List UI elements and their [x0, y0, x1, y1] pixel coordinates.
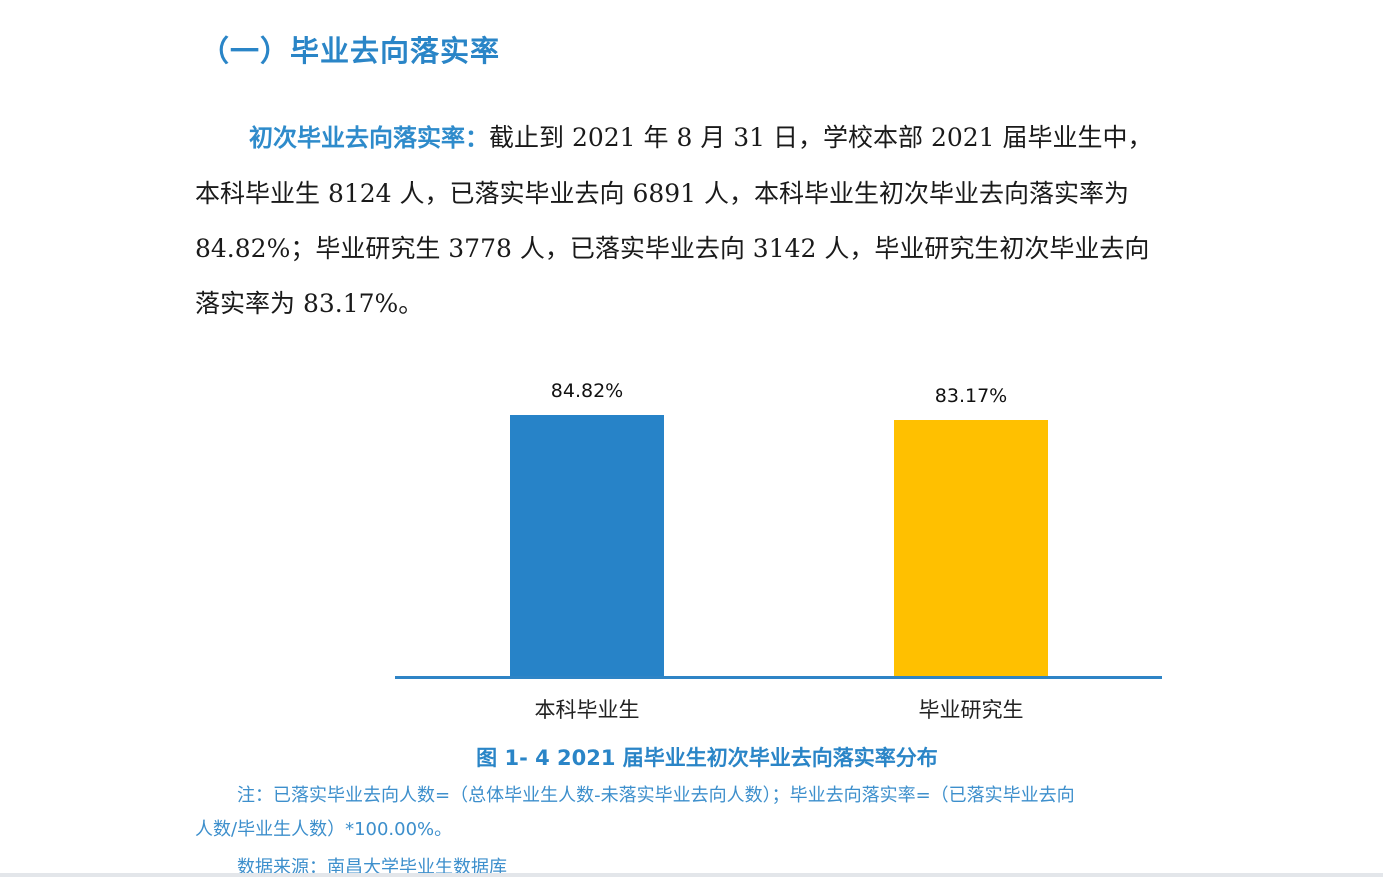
- bar-undergraduate: [510, 415, 664, 677]
- x-tick-label-undergraduate: 本科毕业生: [534, 698, 640, 722]
- page-bottom-edge: [0, 873, 1383, 877]
- x-tick-label-graduate: 毕业研究生: [918, 698, 1024, 722]
- body-paragraph: 初次毕业去向落实率：截止到 2021 年 8 月 31 日，学校本部 2021 …: [195, 110, 1225, 331]
- note-line-1: 注：已落实毕业去向人数=（总体毕业生人数-未落实毕业去向人数）；毕业去向落实率=…: [237, 785, 1075, 806]
- note-line-2: 人数/毕业生人数）*100.00%。: [195, 819, 453, 840]
- paragraph-line-4: 落实率为 83.17%。: [195, 289, 424, 318]
- data-source: 数据来源：南昌大学毕业生数据库: [237, 857, 507, 878]
- paragraph-line-2: 本科毕业生 8124 人，已落实毕业去向 6891 人，本科毕业生初次毕业去向落…: [195, 179, 1130, 208]
- paragraph-text: 截止到 2021 年 8 月 31 日，学校本部 2021 届毕业生中，: [489, 123, 1153, 152]
- bar-value-label-undergraduate: 84.82%: [550, 380, 624, 402]
- x-axis-line: [395, 676, 1162, 679]
- paragraph-line-1: 初次毕业去向落实率：截止到 2021 年 8 月 31 日，学校本部 2021 …: [195, 110, 1225, 166]
- figure-caption: 图 1- 4 2021 届毕业生初次毕业去向落实率分布: [476, 746, 938, 770]
- section-title: （一）毕业去向落实率: [200, 34, 501, 68]
- paragraph-line-3: 84.82%；毕业研究生 3778 人，已落实毕业去向 3142 人，毕业研究生…: [195, 234, 1150, 263]
- paragraph-lead: 初次毕业去向落实率：: [249, 124, 489, 152]
- bar-graduate: [894, 420, 1048, 677]
- bar-value-label-graduate: 83.17%: [934, 385, 1008, 407]
